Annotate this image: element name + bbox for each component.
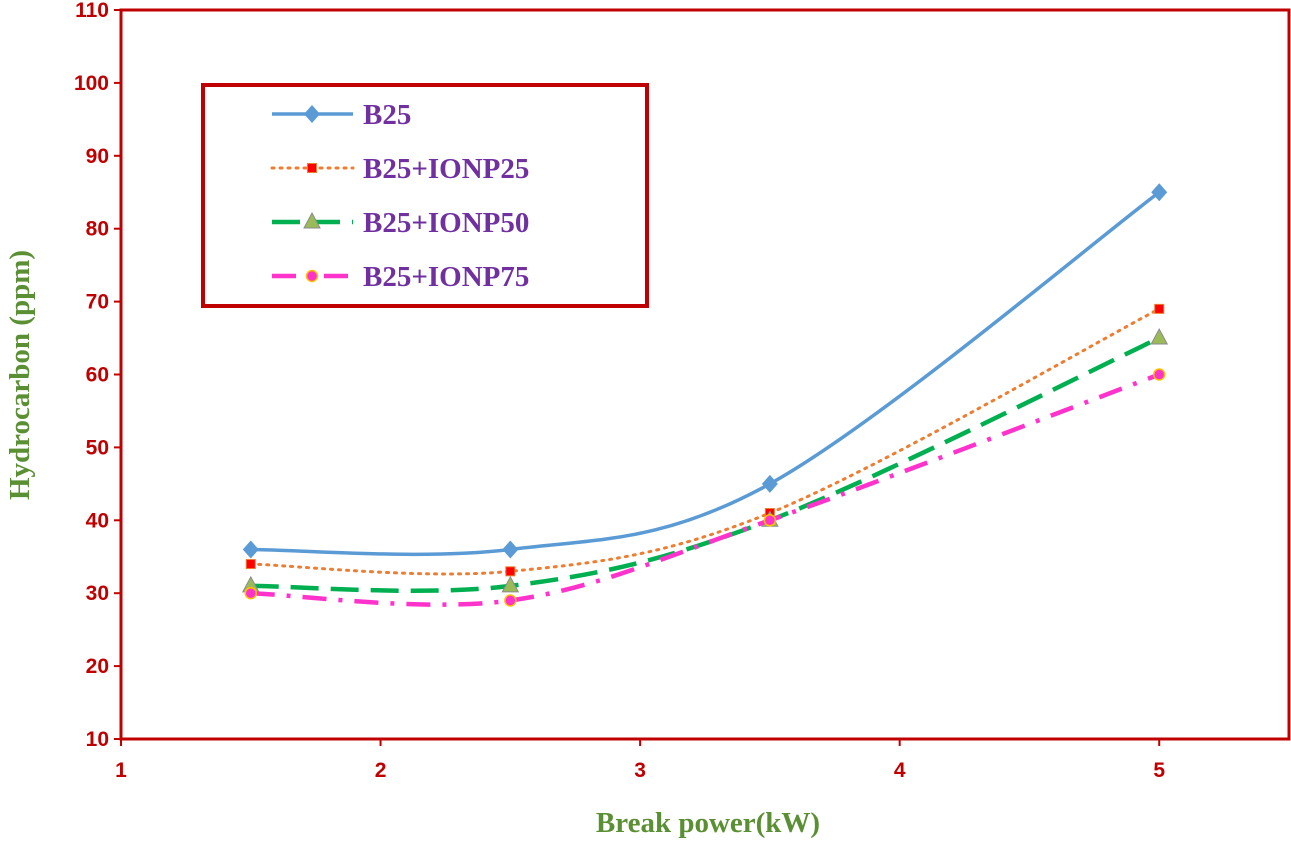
series-line	[250, 190, 1161, 557]
legend-label: B25+IONP25	[363, 153, 529, 185]
series-b25	[242, 183, 1168, 559]
data-point	[502, 540, 519, 559]
y-tick-label: 40	[86, 509, 109, 532]
data-point	[244, 586, 258, 600]
data-point	[1151, 183, 1168, 202]
data-point	[242, 540, 259, 559]
data-point	[501, 575, 520, 593]
data-point	[1150, 327, 1169, 345]
y-tick-label: 10	[86, 728, 109, 751]
y-tick-label: 100	[74, 72, 109, 95]
x-tick-label: 1	[115, 759, 127, 782]
data-point	[1152, 368, 1166, 381]
x-tick-label: 5	[1153, 759, 1165, 782]
x-tick-label: 4	[894, 759, 906, 782]
y-tick-label: 70	[86, 291, 109, 314]
y-tick-label: 20	[86, 655, 109, 678]
series-line	[250, 372, 1161, 607]
series-b25-ionp75	[244, 368, 1166, 607]
legend-marker	[303, 211, 321, 229]
legend: B25 B25+IONP25 B25+IONP50 B25+IONP75	[201, 83, 649, 308]
legend-label: B25+IONP50	[363, 207, 529, 239]
data-point	[1154, 303, 1165, 314]
y-tick-label: 110	[75, 0, 109, 22]
legend-marker	[304, 105, 320, 123]
legend-entry: B25	[272, 99, 411, 131]
x-tick-label: 2	[375, 759, 387, 782]
x-axis-title: Break power(kW)	[596, 807, 820, 839]
legend-entry: B25+IONP50	[272, 207, 529, 239]
y-tick-label: 30	[86, 582, 109, 605]
legend-label: B25	[363, 99, 411, 131]
legend-marker	[307, 163, 317, 173]
x-tick-label: 3	[634, 759, 646, 782]
data-point	[761, 474, 778, 493]
series-b25-ionp25	[245, 303, 1165, 577]
y-axis-title: Hydrocarbon (ppm)	[4, 250, 36, 500]
data-point	[504, 594, 517, 607]
legend-label: B25+IONP75	[363, 261, 529, 293]
series-line	[250, 336, 1161, 594]
series-line	[249, 307, 1161, 576]
legend-entry: B25+IONP75	[272, 261, 529, 293]
y-tick-label: 90	[86, 145, 109, 168]
data-point	[505, 566, 516, 577]
legend-box	[201, 83, 649, 308]
y-tick-label: 80	[86, 218, 109, 241]
legend-marker	[305, 269, 319, 283]
y-tick-label: 60	[86, 364, 109, 387]
data-point	[245, 559, 256, 570]
data-point	[763, 514, 777, 527]
legend-entry: B25+IONP25	[270, 153, 529, 185]
y-tick-label: 50	[86, 436, 109, 459]
